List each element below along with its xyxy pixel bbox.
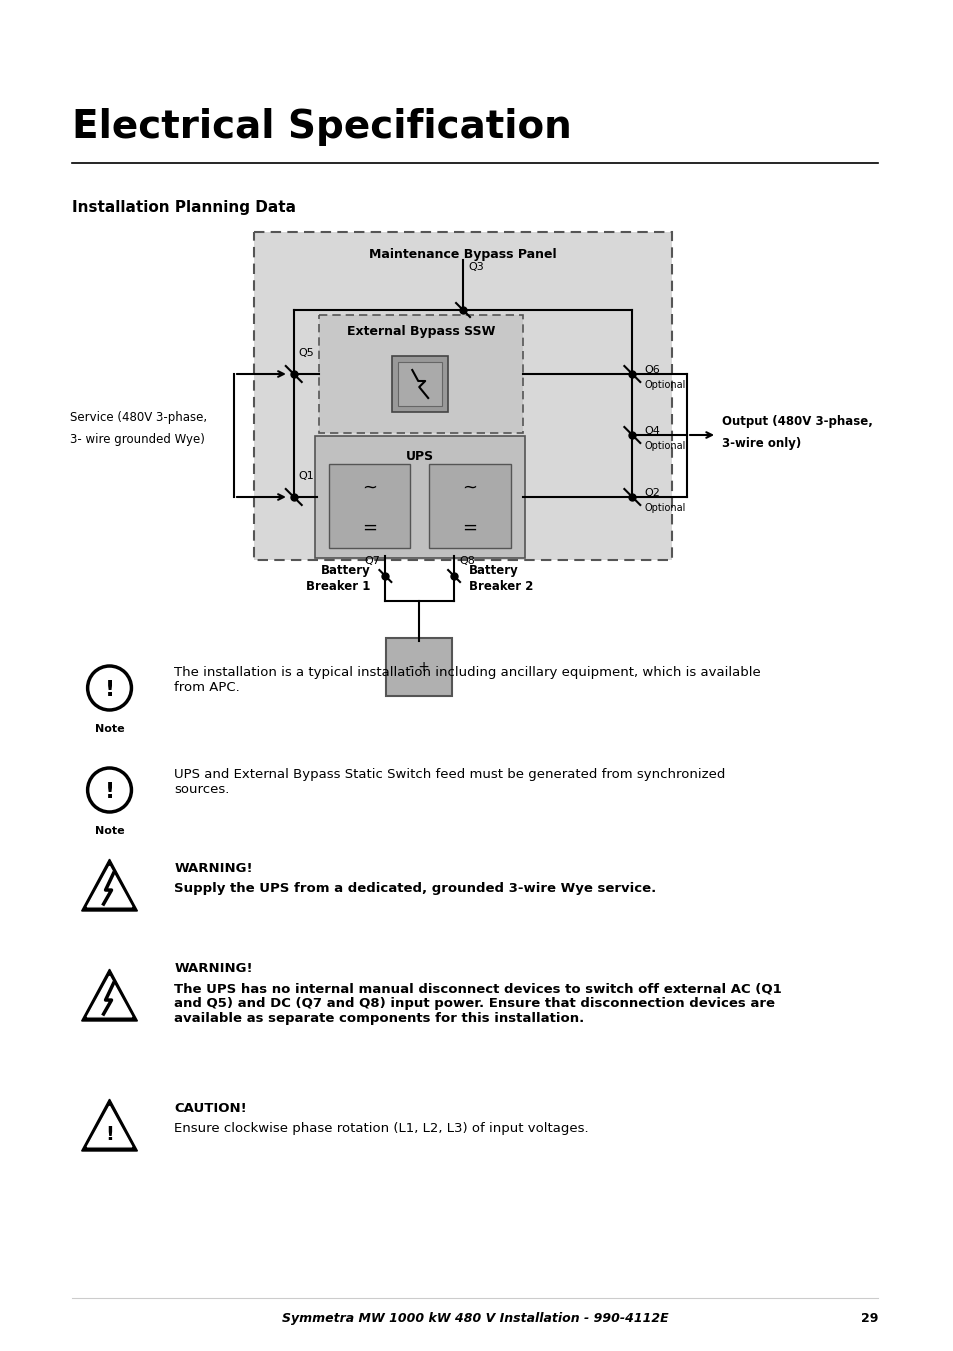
Text: UPS: UPS <box>405 450 434 463</box>
Polygon shape <box>87 866 132 907</box>
Text: !: ! <box>105 1124 113 1143</box>
Text: External Bypass SSW: External Bypass SSW <box>346 326 495 338</box>
FancyBboxPatch shape <box>386 638 452 696</box>
Text: !: ! <box>105 680 114 700</box>
FancyBboxPatch shape <box>314 436 524 558</box>
Text: Optional: Optional <box>643 440 685 451</box>
Text: ~: ~ <box>462 480 477 497</box>
Text: Q7: Q7 <box>364 557 380 566</box>
Text: Symmetra MW 1000 kW 480 V Installation - 990-4112E: Symmetra MW 1000 kW 480 V Installation -… <box>281 1312 668 1325</box>
Polygon shape <box>82 859 137 911</box>
Text: Q6: Q6 <box>643 365 659 376</box>
FancyBboxPatch shape <box>318 315 522 434</box>
Text: WARNING!: WARNING! <box>174 962 253 975</box>
Text: CAUTION!: CAUTION! <box>174 1102 247 1115</box>
Text: Optional: Optional <box>643 380 685 390</box>
Text: Output (480V 3-phase,: Output (480V 3-phase, <box>721 415 872 427</box>
Text: The installation is a typical installation including ancillary equipment, which : The installation is a typical installati… <box>174 666 760 694</box>
Text: Battery: Battery <box>469 563 518 577</box>
Polygon shape <box>87 1106 132 1147</box>
FancyBboxPatch shape <box>429 463 510 549</box>
Text: Breaker 2: Breaker 2 <box>469 580 533 593</box>
Text: ~: ~ <box>361 480 376 497</box>
Text: Service (480V 3-phase,: Service (480V 3-phase, <box>70 411 207 423</box>
Text: Q4: Q4 <box>643 426 659 436</box>
Text: Maintenance Bypass Panel: Maintenance Bypass Panel <box>369 249 557 261</box>
Text: UPS and External Bypass Static Switch feed must be generated from synchronized
s: UPS and External Bypass Static Switch fe… <box>174 767 725 796</box>
FancyBboxPatch shape <box>253 232 672 561</box>
Text: Q3: Q3 <box>468 262 483 272</box>
Text: Q1: Q1 <box>298 471 314 481</box>
Text: The UPS has no internal manual disconnect devices to switch off external AC (Q1
: The UPS has no internal manual disconnec… <box>174 982 781 1025</box>
Text: Supply the UPS from a dedicated, grounded 3-wire Wye service.: Supply the UPS from a dedicated, grounde… <box>174 882 656 894</box>
Text: Installation Planning Data: Installation Planning Data <box>71 200 295 215</box>
Text: Optional: Optional <box>643 503 685 513</box>
Text: Note: Note <box>94 825 124 836</box>
Text: Electrical Specification: Electrical Specification <box>71 108 571 146</box>
Text: Q5: Q5 <box>298 349 314 358</box>
Text: - +: - + <box>408 661 429 674</box>
Text: Battery: Battery <box>320 563 370 577</box>
Text: 29: 29 <box>860 1312 878 1325</box>
Text: WARNING!: WARNING! <box>174 862 253 875</box>
Text: Note: Note <box>94 724 124 734</box>
Polygon shape <box>82 1100 137 1151</box>
Text: 3- wire grounded Wye): 3- wire grounded Wye) <box>70 434 204 446</box>
Text: Q8: Q8 <box>458 557 475 566</box>
Polygon shape <box>87 977 132 1017</box>
Text: Q2: Q2 <box>643 488 659 499</box>
Polygon shape <box>82 969 137 1021</box>
Text: Ensure clockwise phase rotation (L1, L2, L3) of input voltages.: Ensure clockwise phase rotation (L1, L2,… <box>174 1121 588 1135</box>
FancyBboxPatch shape <box>392 357 448 412</box>
FancyBboxPatch shape <box>328 463 410 549</box>
Text: =: = <box>361 519 376 536</box>
Text: 3-wire only): 3-wire only) <box>721 436 801 450</box>
FancyBboxPatch shape <box>398 362 441 407</box>
Text: =: = <box>462 519 477 536</box>
Text: Breaker 1: Breaker 1 <box>306 580 370 593</box>
Text: !: ! <box>105 782 114 802</box>
